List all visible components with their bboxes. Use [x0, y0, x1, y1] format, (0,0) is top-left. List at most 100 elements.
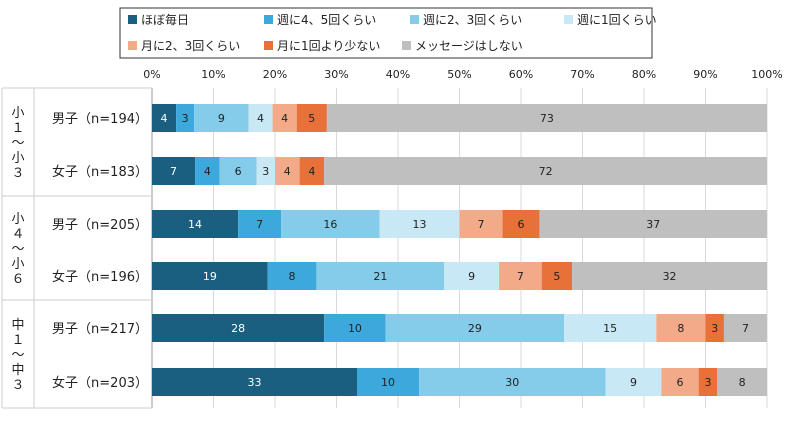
data-label: 10 [381, 376, 395, 389]
x-tick-label: 60% [509, 68, 533, 81]
data-label: 7 [478, 218, 485, 231]
x-tick-label: 30% [324, 68, 348, 81]
bar-segment [379, 210, 460, 238]
legend-swatch [410, 15, 419, 24]
data-label: 6 [518, 218, 525, 231]
data-label: 4 [161, 112, 168, 125]
bar-row: 14 7 16 13 7 6 37 [152, 210, 767, 238]
legend-swatch [264, 41, 273, 50]
data-label: 9 [468, 270, 475, 283]
legend-label: 週に4、5回くらい [277, 13, 376, 27]
data-label: 72 [539, 165, 553, 178]
data-label: 33 [248, 376, 262, 389]
bar-segment [195, 157, 220, 185]
bar-segment [717, 368, 767, 396]
bar-segment [272, 104, 297, 132]
data-label: 28 [231, 322, 245, 335]
bar-segment [152, 104, 177, 132]
bar-row: 19 8 21 9 7 5 32 [152, 262, 767, 290]
bar-row: 7 4 6 3 4 4 72 [152, 157, 767, 185]
bar-segment [275, 157, 300, 185]
bar-segment [152, 157, 196, 185]
bar-segment [326, 104, 767, 132]
legend-label: メッセージはしない [415, 39, 523, 53]
bar-segment [499, 262, 542, 290]
data-label: 3 [704, 376, 711, 389]
data-label: 14 [188, 218, 202, 231]
bar-segment [152, 368, 357, 396]
data-label: 21 [373, 270, 387, 283]
bar-segment [176, 104, 195, 132]
data-label: 7 [742, 322, 749, 335]
legend-label: 週に1回くらい [577, 13, 657, 27]
bar-segment [502, 210, 540, 238]
row-label: 女子（n=183） [52, 164, 148, 180]
x-tick-label: 10% [201, 68, 225, 81]
data-label: 4 [204, 165, 211, 178]
bar-segment [296, 104, 327, 132]
bar-segment [267, 262, 317, 290]
data-label: 9 [630, 376, 637, 389]
data-label: 16 [323, 218, 337, 231]
data-label: 13 [413, 218, 427, 231]
group-label: 中１〜中３ [11, 318, 24, 393]
bar-segment [299, 157, 325, 185]
row-label: 男子（n=217） [52, 322, 148, 337]
bar-segment [238, 210, 282, 238]
legend-swatch [402, 41, 411, 50]
data-label: 8 [677, 322, 684, 335]
data-label: 15 [603, 322, 617, 335]
bar-segment [152, 210, 239, 238]
bar-segment [705, 314, 724, 342]
legend-label: ほぼ毎日 [141, 12, 189, 27]
x-tick-label: 80% [632, 68, 656, 81]
data-label: 30 [505, 376, 519, 389]
bar-segment [324, 157, 767, 185]
bar-segment [152, 314, 325, 342]
bar-segment [419, 368, 606, 396]
data-label: 4 [308, 165, 315, 178]
bar-segment [281, 210, 380, 238]
row-label: 女子（n=203） [52, 375, 148, 391]
legend-swatch [564, 15, 573, 24]
x-tick-label: 100% [751, 68, 782, 81]
bar-segment [316, 262, 445, 290]
row-label: 女子（n=196） [52, 269, 148, 285]
data-label: 32 [663, 270, 677, 283]
data-label: 73 [540, 112, 554, 125]
group-label: 小１〜小３ [11, 106, 24, 181]
bar-row: 33 10 30 9 6 3 8 [152, 368, 767, 396]
x-tick-label: 0% [143, 68, 160, 81]
category-frame: 小１〜小３ 小４〜小６ 中１〜中３ 男子（n=194） 女子（n=183） 男子（n=20… [1, 87, 152, 409]
data-label: 10 [348, 322, 362, 335]
row-label: 男子（n=205） [52, 218, 148, 233]
legend-swatch [128, 41, 137, 50]
legend-swatch [264, 15, 273, 24]
bar-segment [459, 210, 503, 238]
data-label: 4 [284, 165, 291, 178]
bar-row: 4 3 9 4 4 5 73 [152, 104, 767, 132]
bar-segment [324, 314, 386, 342]
data-label: 8 [739, 376, 746, 389]
x-tick-label: 70% [570, 68, 594, 81]
data-label: 4 [257, 112, 264, 125]
x-tick-label: 40% [386, 68, 410, 81]
bar-segment [539, 210, 767, 238]
data-label: 3 [182, 112, 189, 125]
bar-segment [605, 368, 662, 396]
legend-label: 週に2、3回くらい [423, 13, 522, 27]
data-label: 7 [256, 218, 263, 231]
bar-segment [564, 314, 657, 342]
data-label: 19 [203, 270, 217, 283]
legend-swatch [128, 15, 137, 24]
bar-segment [541, 262, 573, 290]
bar-row: 28 10 29 15 8 3 7 [152, 314, 767, 342]
x-tick-label: 50% [447, 68, 471, 81]
data-label: 29 [468, 322, 482, 335]
bar-segment [698, 368, 718, 396]
x-axis: 0% 10% 20% 30% 40% 50% 60% 70% 80% 90% 100% [143, 68, 783, 408]
data-label: 37 [646, 218, 660, 231]
bar-segment [444, 262, 500, 290]
bar-segment [723, 314, 767, 342]
